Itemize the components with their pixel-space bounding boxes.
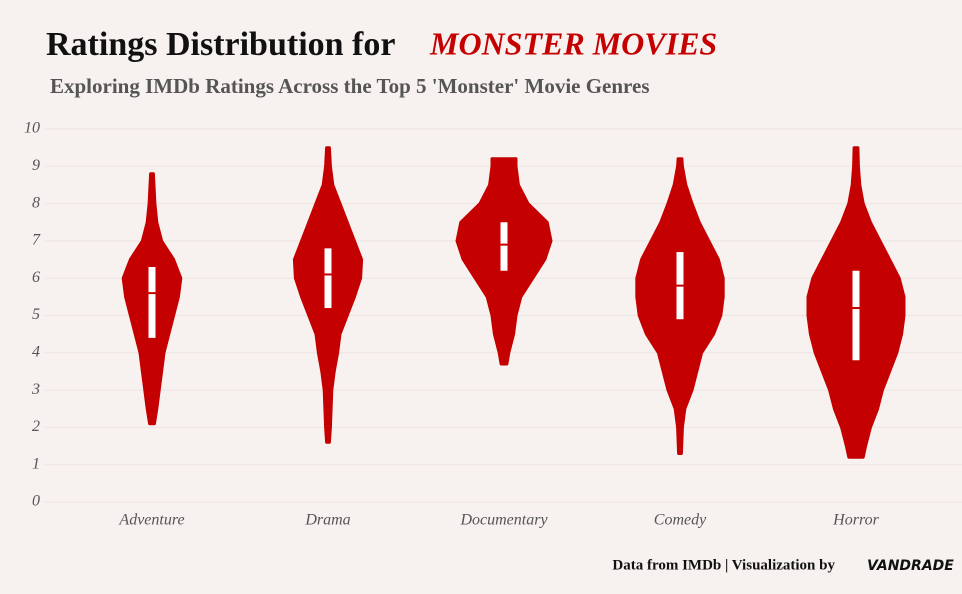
x-tick-label: Documentary: [459, 512, 548, 529]
y-tick-label: 5: [32, 306, 40, 323]
caption: Data from IMDb | Visualization by: [612, 557, 835, 573]
chart-title-highlight: MONSTER MOVIES: [429, 25, 717, 61]
y-tick-label: 1: [32, 455, 40, 472]
y-tick-label: 2: [32, 418, 40, 435]
chart-subtitle: Exploring IMDb Ratings Across the Top 5 …: [50, 74, 650, 98]
caption-author: VANDRADE: [867, 558, 954, 574]
chart-title: Ratings Distribution for: [46, 26, 395, 63]
x-tick-label: Horror: [832, 512, 879, 529]
y-tick-label: 8: [32, 194, 40, 211]
iqr-box: [148, 267, 156, 338]
y-tick-label: 6: [32, 269, 40, 286]
y-tick-label: 4: [32, 343, 40, 360]
y-tick-label: 0: [32, 493, 40, 510]
x-tick-label: Drama: [304, 512, 350, 529]
x-tick-label: Comedy: [654, 512, 707, 529]
iqr-box: [500, 222, 508, 271]
y-tick-label: 7: [32, 232, 41, 249]
iqr-box: [852, 270, 860, 361]
x-tick-label: Adventure: [118, 512, 184, 529]
y-tick-label: 10: [24, 120, 40, 137]
iqr-box: [324, 248, 332, 309]
y-tick-label: 3: [31, 381, 40, 398]
y-tick-label: 9: [32, 157, 40, 174]
